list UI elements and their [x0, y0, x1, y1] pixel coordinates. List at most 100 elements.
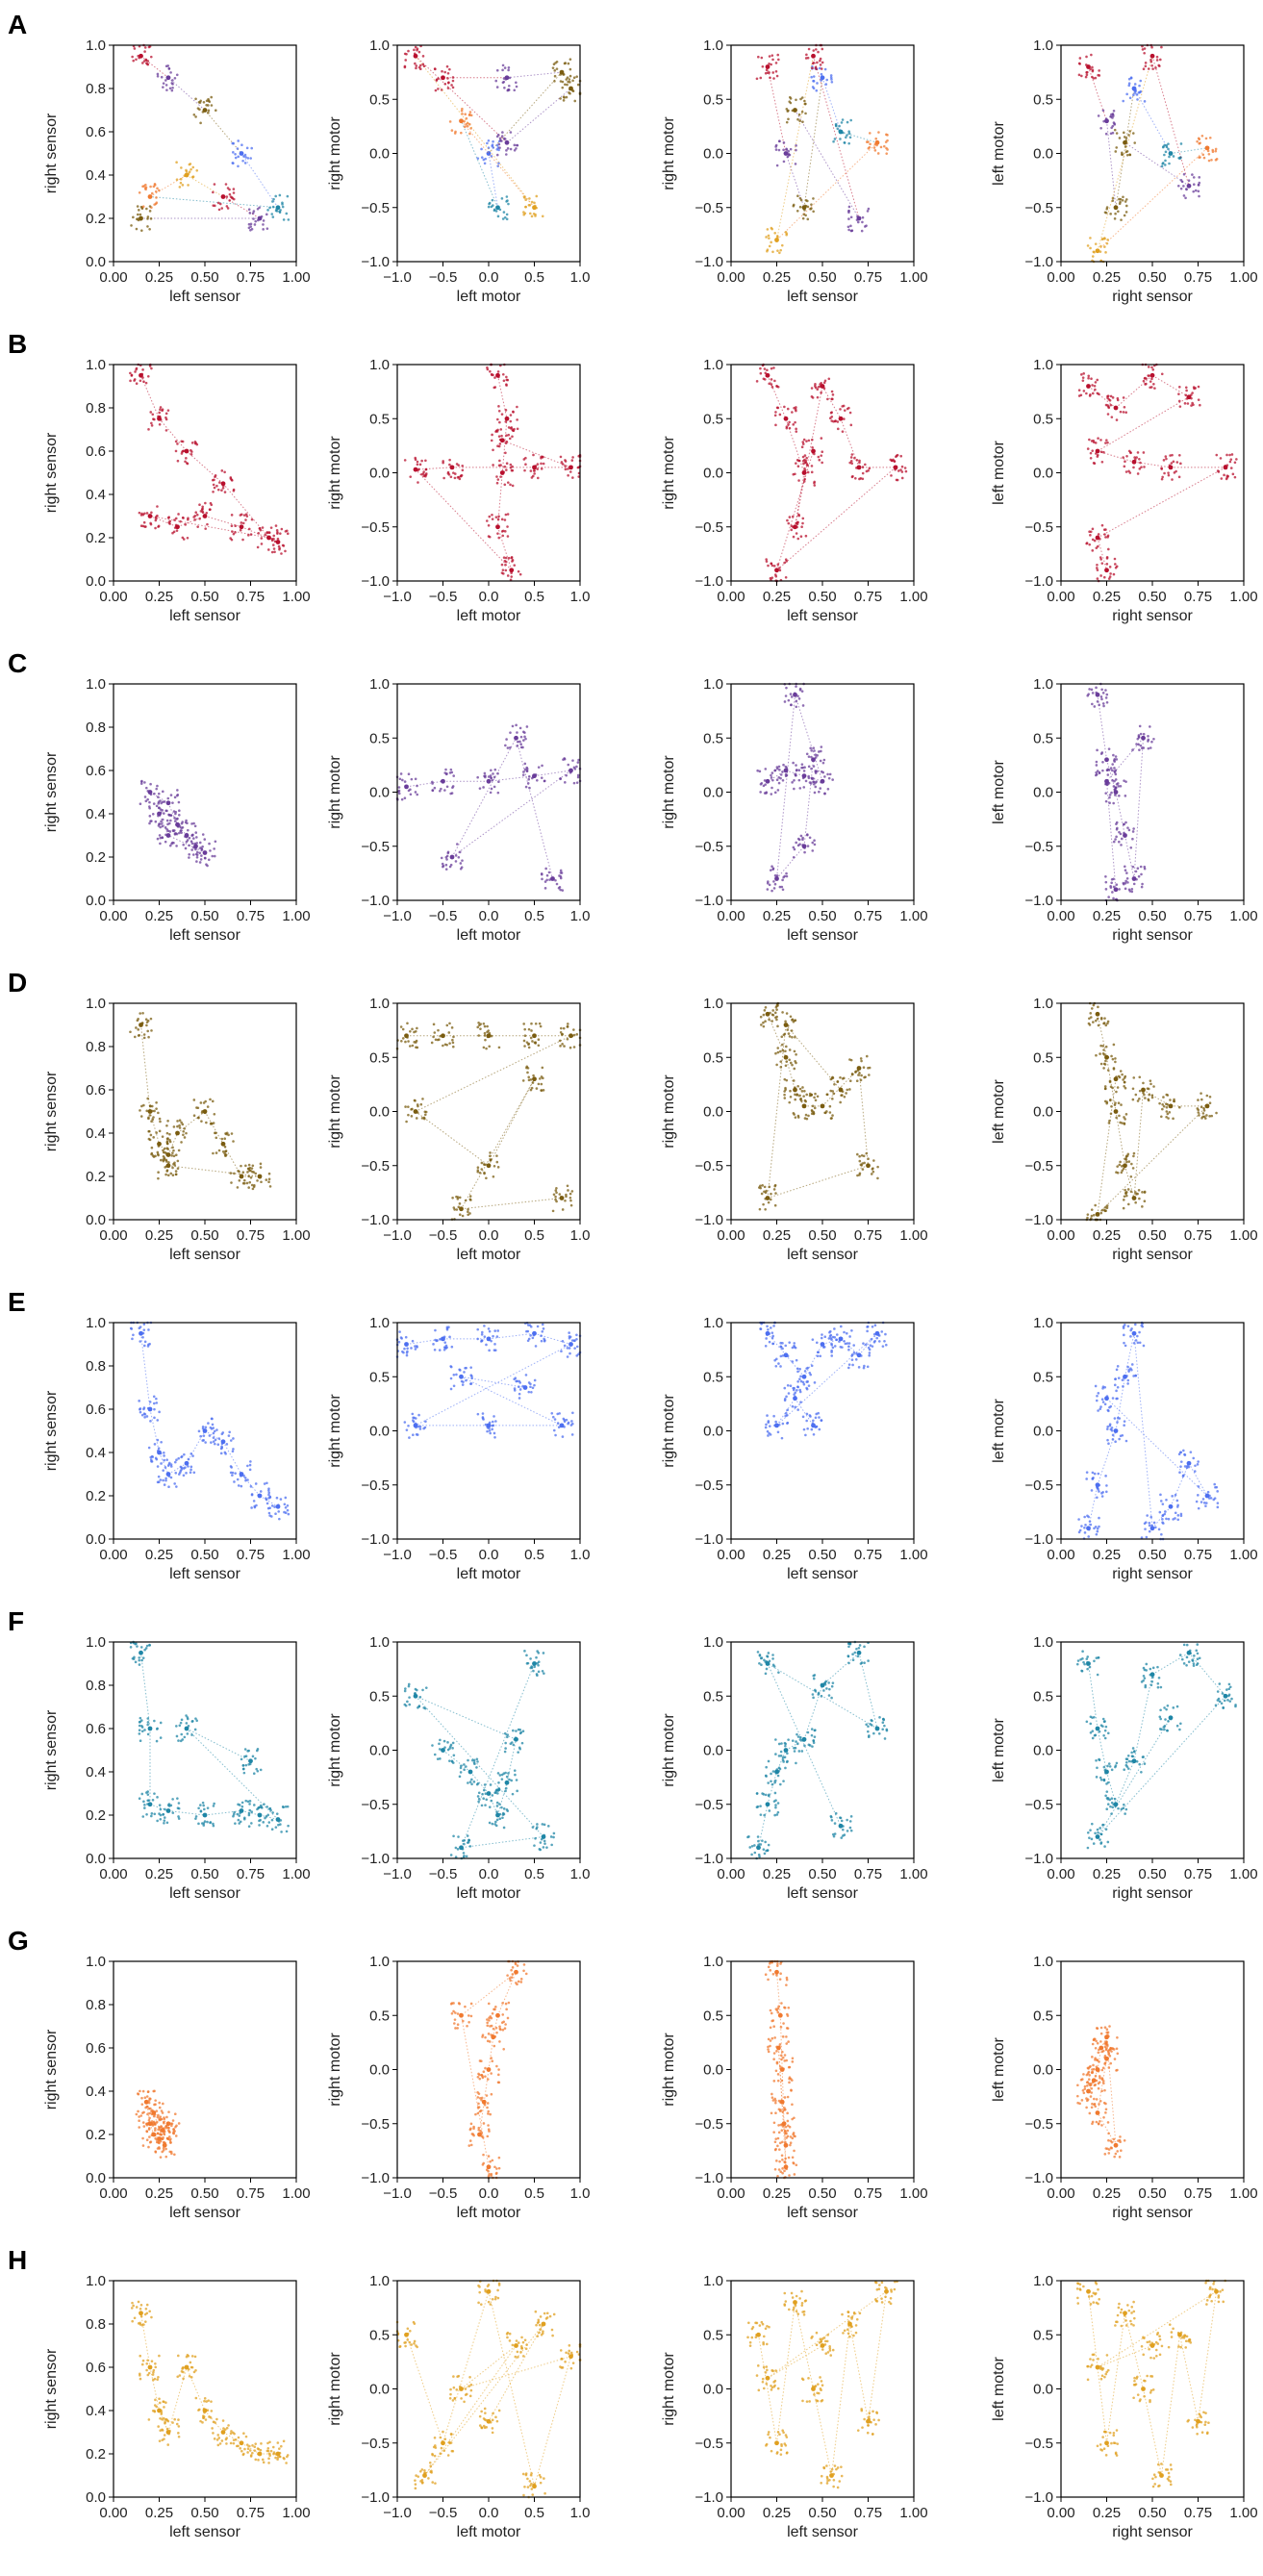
- data-point: [1163, 164, 1167, 166]
- data-point: [1136, 1334, 1139, 1338]
- data-point: [438, 1349, 442, 1351]
- data-point: [554, 1433, 557, 1437]
- data-point: [182, 449, 186, 453]
- data-point: [1123, 1080, 1126, 1084]
- data-point: [458, 1202, 462, 1205]
- data-point: [868, 145, 871, 149]
- data-point: [568, 1192, 572, 1196]
- data-point: [196, 525, 199, 528]
- data-point: [207, 858, 211, 862]
- trajectory-line: [1097, 1105, 1208, 1215]
- data-point: [1138, 1197, 1141, 1200]
- y-tick-label: 1.0: [86, 357, 106, 373]
- data-point: [197, 100, 201, 104]
- y-axis-label: left motor: [991, 1078, 1007, 1143]
- data-point: [823, 775, 826, 778]
- data-point: [1198, 194, 1200, 198]
- data-point: [805, 440, 808, 442]
- data-point: [1104, 1059, 1107, 1063]
- data-point: [145, 512, 149, 515]
- data-point: [784, 1086, 787, 1090]
- data-point: [142, 520, 146, 524]
- data-point: [899, 454, 903, 458]
- y-tick-label: 0.8: [86, 1358, 106, 1375]
- data-point: [1099, 556, 1102, 559]
- data-point: [262, 223, 265, 226]
- data-point: [865, 1054, 869, 1058]
- data-point: [798, 1368, 801, 1371]
- data-point: [1104, 1045, 1108, 1048]
- data-point: [162, 1478, 164, 1482]
- data-point: [555, 60, 559, 63]
- data-point: [256, 218, 260, 222]
- data-point: [229, 1439, 233, 1442]
- data-point: [162, 1469, 164, 1472]
- data-point: [795, 764, 797, 767]
- y-tick-label: 0.5: [703, 411, 723, 427]
- data-point: [141, 368, 144, 371]
- data-point: [1192, 189, 1196, 193]
- y-tick-label: 0.2: [86, 849, 106, 866]
- data-point: [1118, 1417, 1122, 1420]
- data-point: [146, 225, 149, 228]
- data-point: [263, 1482, 266, 1485]
- data-point: [150, 421, 153, 425]
- data-point: [195, 860, 198, 863]
- data-point: [260, 1180, 263, 1184]
- data-point: [1101, 692, 1105, 695]
- y-tick-label: 0.6: [86, 443, 106, 460]
- data-point: [535, 194, 539, 198]
- data-point: [503, 465, 507, 468]
- data-point: [200, 508, 204, 511]
- data-point: [185, 168, 188, 172]
- data-point: [216, 1443, 220, 1447]
- data-point: [177, 1456, 180, 1460]
- x-tick-label: 0.50: [190, 589, 218, 605]
- data-point: [527, 1075, 531, 1079]
- data-point: [870, 1173, 873, 1175]
- data-point: [505, 217, 509, 221]
- x-tick-label: 0.25: [763, 1547, 791, 1563]
- data-point: [450, 770, 454, 774]
- data-point: [251, 212, 255, 215]
- data-point: [872, 1340, 876, 1344]
- data-point: [483, 1024, 487, 1028]
- data-point: [818, 458, 821, 462]
- data-point: [244, 513, 248, 516]
- data-point: [1147, 1099, 1150, 1102]
- data-point: [801, 216, 805, 220]
- x-tick-label: −0.5: [429, 269, 458, 286]
- data-point: [227, 1133, 230, 1137]
- data-point: [496, 478, 500, 481]
- data-point: [1143, 51, 1146, 55]
- data-point: [867, 468, 871, 472]
- data-point: [175, 794, 179, 797]
- data-point: [193, 518, 196, 521]
- data-point: [842, 131, 845, 135]
- data-point: [503, 87, 506, 89]
- data-point: [252, 1500, 256, 1503]
- trajectory-line: [534, 770, 571, 777]
- data-point: [565, 1418, 568, 1422]
- data-point: [1102, 1067, 1105, 1070]
- data-point: [828, 1111, 832, 1114]
- data-point: [1104, 251, 1107, 254]
- y-tick-label: 0.5: [1033, 91, 1053, 108]
- data-point: [497, 536, 501, 540]
- data-point: [165, 88, 168, 91]
- y-tick-label: 1.0: [703, 38, 723, 54]
- data-point: [158, 822, 162, 825]
- data-point: [879, 145, 883, 149]
- data-point: [139, 782, 143, 785]
- data-point: [803, 458, 806, 462]
- data-point: [519, 743, 522, 746]
- trajectory-line: [415, 468, 513, 571]
- data-point: [140, 1104, 143, 1108]
- data-point: [1109, 114, 1112, 118]
- trajectory-line: [167, 1165, 261, 1177]
- data-point: [802, 786, 806, 789]
- data-point: [1165, 1110, 1169, 1113]
- scatter-points: [129, 363, 290, 555]
- x-tick-label: 1.0: [570, 1547, 591, 1563]
- data-point: [1096, 568, 1099, 571]
